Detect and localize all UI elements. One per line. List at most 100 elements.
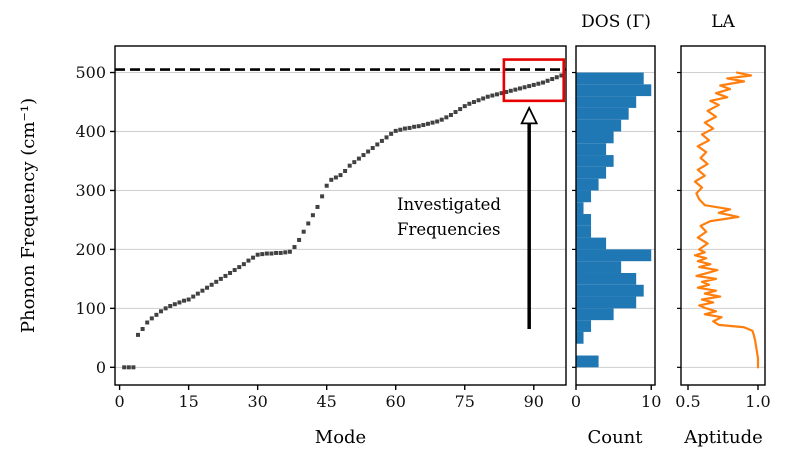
data-point [550, 77, 555, 82]
data-point [200, 288, 205, 293]
data-point [209, 282, 214, 287]
data-point [292, 245, 297, 250]
data-point [186, 297, 191, 302]
y-axis-label: Phonon Frequency (cm⁻¹) [18, 97, 39, 334]
data-point [315, 204, 320, 209]
data-point [251, 255, 256, 260]
data-point [338, 173, 343, 178]
data-point [531, 82, 536, 87]
data-point [255, 252, 260, 257]
tick-label: 500 [75, 63, 106, 82]
dos-bar [576, 119, 622, 132]
tick-label: 15 [178, 392, 198, 411]
data-point [159, 309, 164, 314]
dos-bar [576, 284, 644, 297]
tick-label: 100 [75, 299, 106, 318]
data-point [540, 80, 545, 85]
dos-bar [576, 237, 607, 250]
dos-bar [576, 225, 592, 238]
data-point [476, 98, 481, 103]
data-point [425, 121, 430, 126]
dos-bar [576, 131, 614, 144]
data-point [494, 92, 499, 97]
annotation-arrow-head [520, 105, 539, 125]
data-point [301, 229, 306, 234]
data-point [223, 273, 228, 278]
data-point [384, 135, 389, 140]
axis-frame [680, 45, 766, 386]
dos-panel-title: DOS (Γ) [581, 12, 651, 32]
data-point [370, 145, 375, 150]
data-point [278, 250, 283, 255]
data-point [453, 110, 458, 115]
data-point [559, 73, 564, 78]
dos-bar [576, 178, 599, 191]
dos-bar [576, 331, 584, 344]
data-point [352, 160, 357, 165]
data-point [379, 138, 384, 143]
tick-label: 90 [524, 392, 544, 411]
data-point [398, 127, 403, 132]
data-point [232, 268, 237, 273]
data-point [462, 104, 467, 109]
data-point [214, 279, 219, 284]
main-x-axis-label: Mode [314, 427, 367, 448]
data-point [361, 153, 366, 158]
data-point [471, 100, 476, 105]
data-point [485, 94, 490, 99]
tick-label: 45 [317, 392, 337, 411]
data-point [536, 81, 541, 86]
dos-bar [576, 202, 584, 215]
data-point [343, 168, 348, 173]
dos-bar [576, 107, 629, 120]
data-point [517, 86, 522, 91]
data-point [513, 87, 518, 92]
data-point [416, 124, 421, 129]
data-point [375, 142, 380, 147]
tick-label: 300 [75, 181, 106, 200]
data-point [191, 294, 196, 299]
data-point [182, 298, 187, 303]
dos-bar [576, 155, 614, 167]
data-point [145, 320, 150, 325]
data-point [504, 89, 509, 94]
data-point [430, 120, 435, 125]
data-point [333, 175, 338, 180]
annotation-investigated-frequencies: Investigated Frequencies [397, 193, 501, 243]
tick-label: 30 [247, 392, 267, 411]
la-x-axis-label: Aptitude [684, 427, 763, 448]
tick-label: 200 [75, 240, 106, 259]
la-line [693, 71, 760, 369]
tick-label: 0 [571, 392, 581, 411]
data-point [246, 258, 251, 263]
data-point [407, 125, 412, 130]
data-point [347, 163, 352, 168]
data-point [149, 316, 154, 321]
data-point [140, 326, 145, 331]
dos-bar [576, 320, 592, 332]
data-point [205, 285, 210, 290]
data-point [481, 96, 486, 101]
data-point [163, 306, 168, 311]
axis-frame [575, 45, 656, 386]
data-point [467, 101, 472, 106]
dos-bar [576, 166, 607, 179]
tick-label: 0 [115, 392, 125, 411]
dos-x-axis-label: Count [587, 427, 643, 448]
data-point [421, 123, 426, 128]
data-point [554, 75, 559, 80]
dos-bar [576, 84, 652, 97]
data-point [287, 249, 292, 254]
dos-bar [576, 296, 637, 309]
data-point [136, 332, 141, 337]
data-point [310, 213, 315, 218]
la-panel-title: LA [711, 12, 735, 32]
data-point [402, 126, 407, 131]
data-point [499, 91, 504, 96]
data-point [241, 262, 246, 267]
data-point [177, 300, 182, 305]
data-point [168, 303, 173, 308]
data-point [389, 131, 394, 136]
data-point [264, 251, 269, 256]
